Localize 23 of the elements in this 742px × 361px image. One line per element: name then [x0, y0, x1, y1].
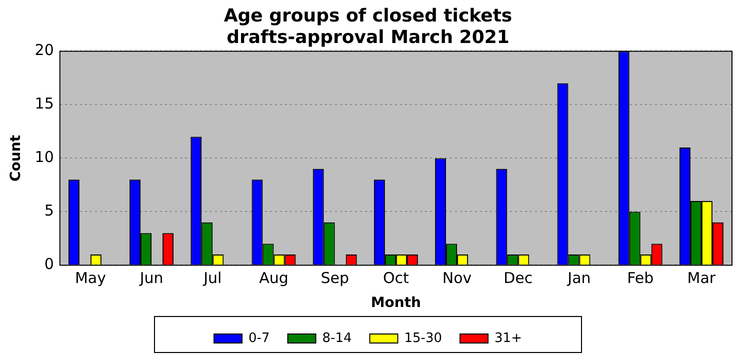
- x-axis-title: Month: [370, 295, 422, 312]
- x-tick-label: Jan: [566, 269, 591, 288]
- x-tick-label: Sep: [320, 269, 349, 288]
- x-tick-label: Jul: [202, 269, 222, 288]
- y-tick-label: 0: [44, 255, 54, 274]
- x-tick-label: May: [74, 269, 106, 288]
- legend-label: 8-14: [322, 330, 352, 346]
- y-tick-label: 5: [44, 202, 54, 220]
- x-tick-label: Aug: [259, 269, 288, 288]
- x-tick-label: Mar: [687, 269, 716, 288]
- y-tick-label: 15: [34, 94, 54, 113]
- y-tick-label: 20: [34, 41, 54, 60]
- x-tick-label: Feb: [627, 269, 654, 288]
- legend-label: 0-7: [248, 330, 270, 346]
- x-tick-label: Dec: [504, 269, 533, 288]
- chart-title: Age groups of closed tickets drafts-approval March 2021: [224, 5, 512, 48]
- x-tick-label: Nov: [442, 269, 472, 288]
- y-axis-title: Count: [8, 134, 24, 182]
- x-tick-label: Oct: [382, 269, 410, 288]
- legend-label: 31+: [494, 330, 522, 346]
- y-tick-label: 10: [34, 148, 54, 166]
- legend-label: 15-30: [404, 330, 442, 346]
- x-tick-label: Jun: [138, 269, 164, 288]
